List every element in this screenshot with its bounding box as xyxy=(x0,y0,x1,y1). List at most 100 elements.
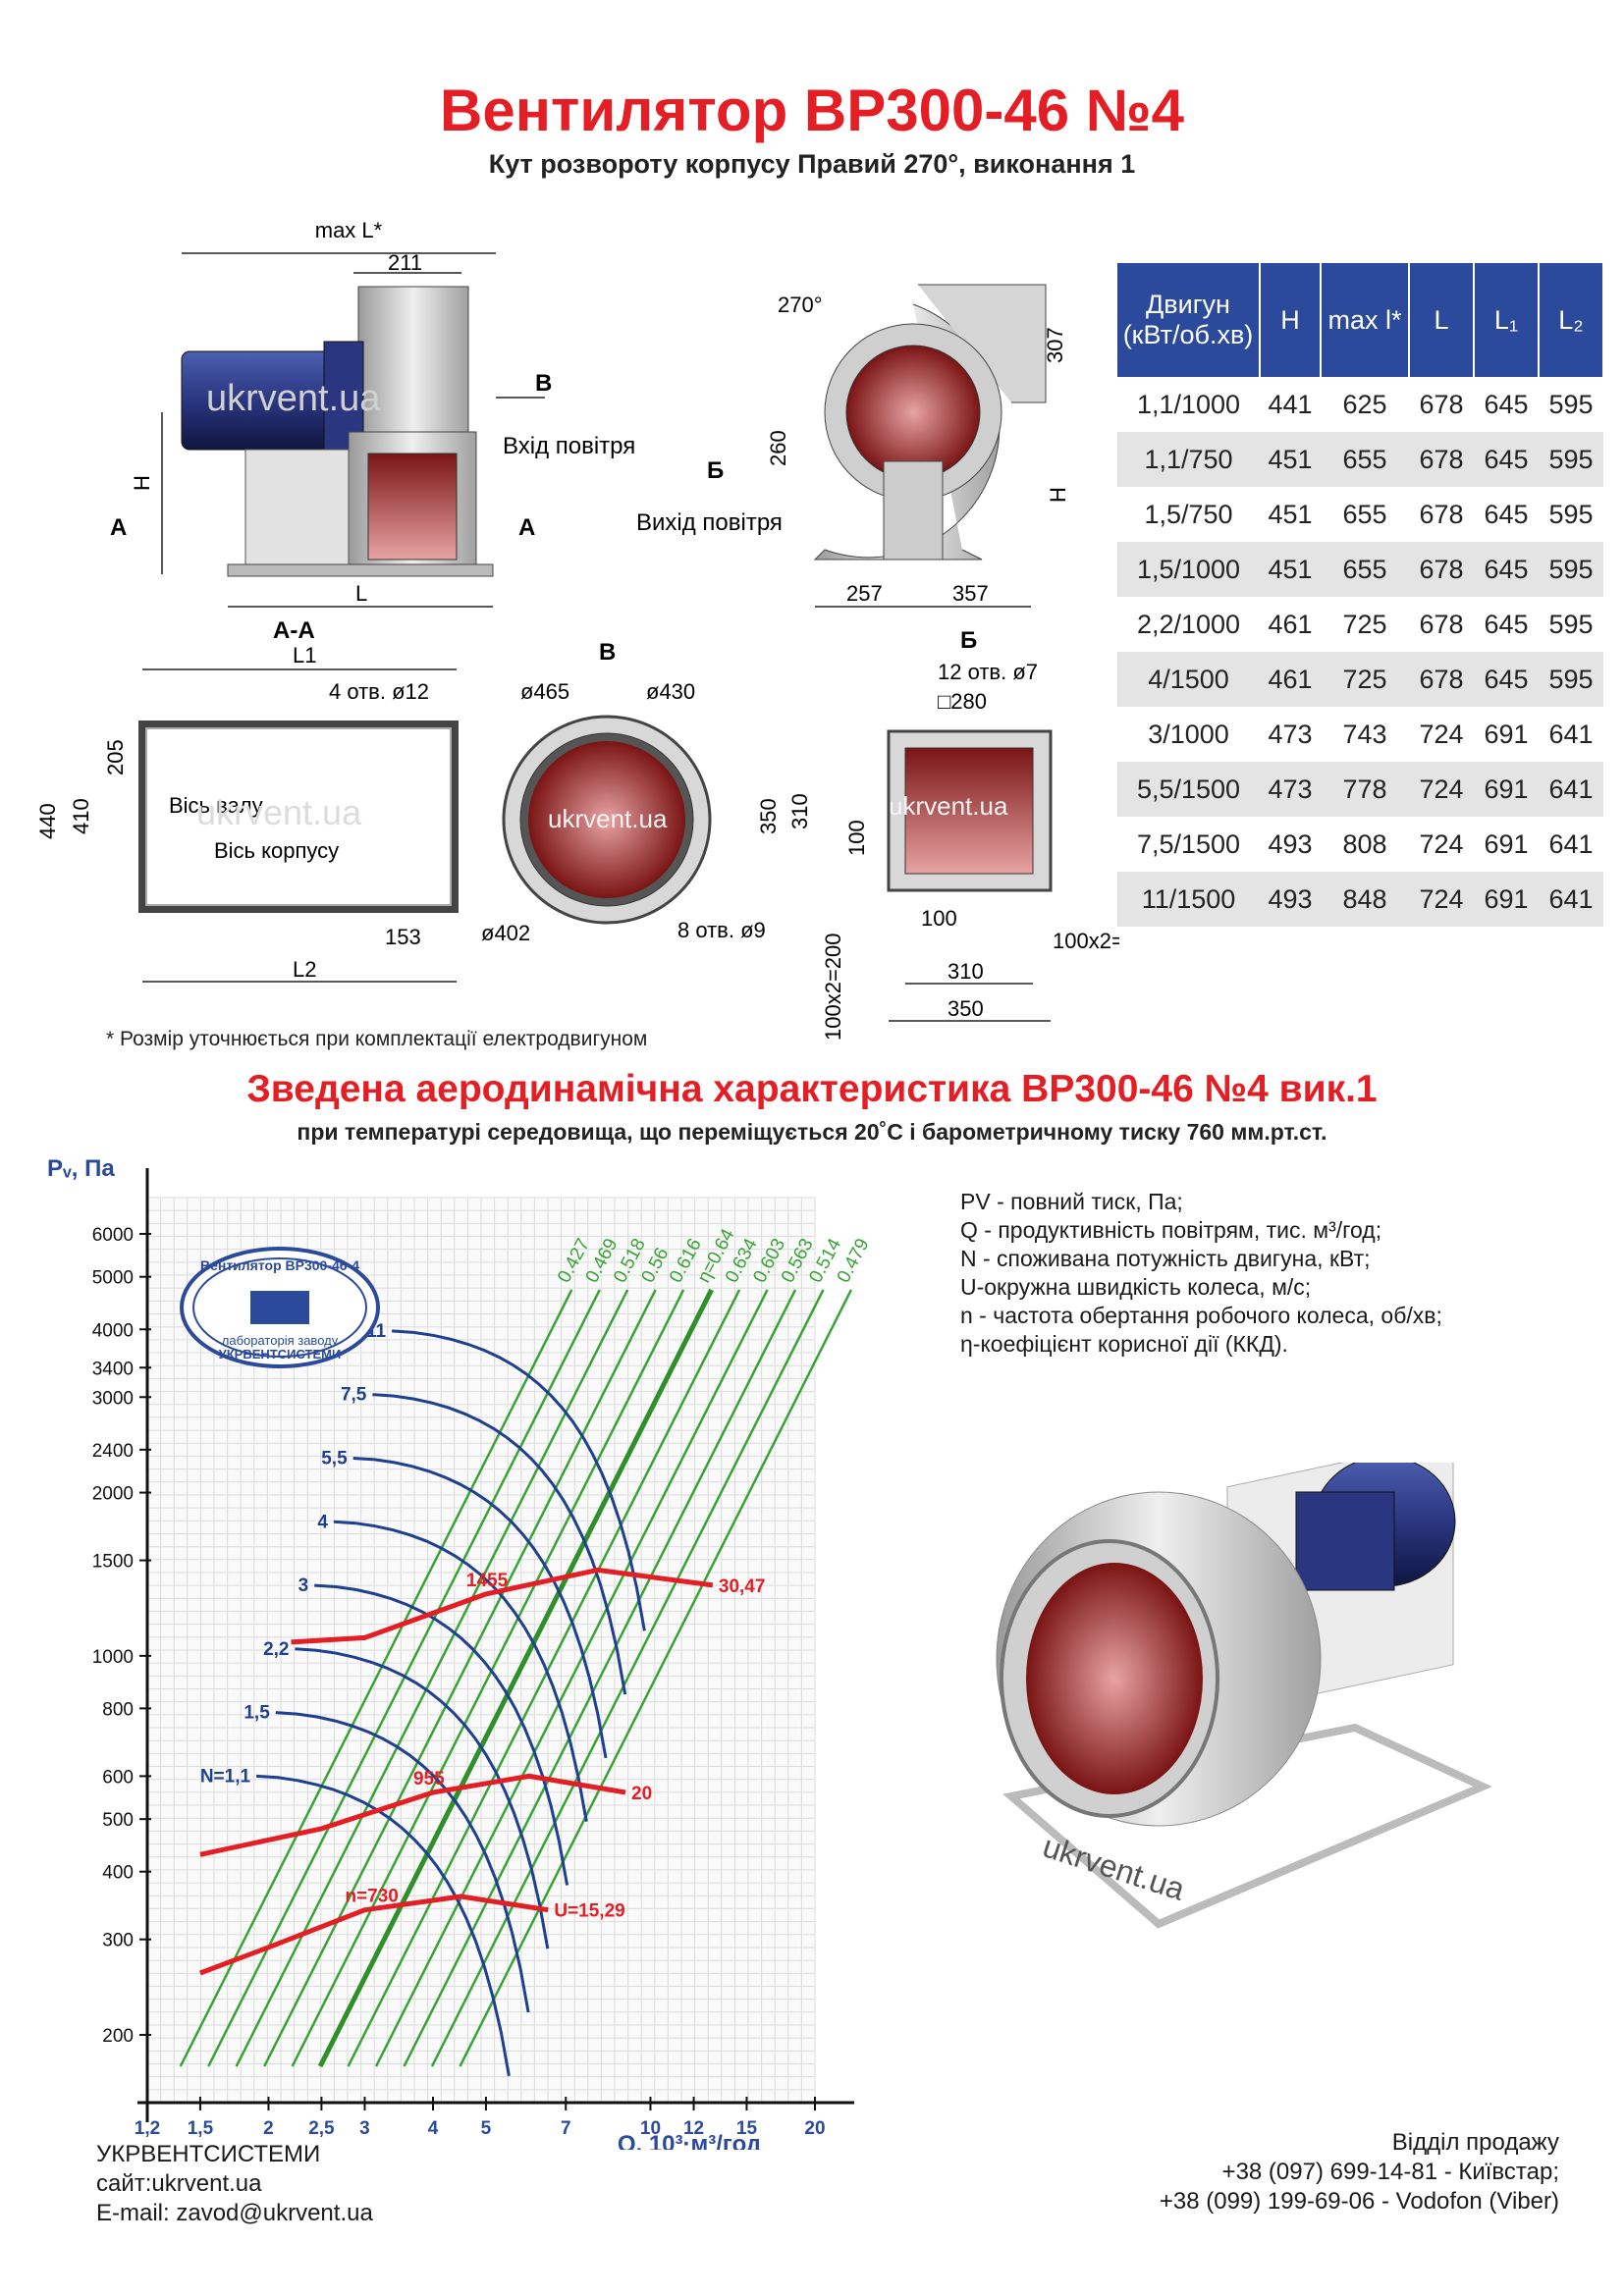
dim-350b: 350 xyxy=(947,996,984,1021)
table-cell: 595 xyxy=(1548,499,1594,529)
x-tick-label: 1,2 xyxy=(135,2118,160,2139)
speed-label: n=730 xyxy=(345,1887,398,1907)
y-tick-label: 600 xyxy=(102,1767,134,1788)
table-cell: 1,1/1000 xyxy=(1136,389,1241,419)
y-axis-label: Pᵥ, Па xyxy=(47,1155,115,1182)
dim-h: H xyxy=(130,475,154,491)
table-cell: 11/1500 xyxy=(1117,872,1260,927)
table-cell: 641 xyxy=(1539,872,1603,927)
table-cell: 461 xyxy=(1268,609,1313,639)
table-cell: 1,5/1000 xyxy=(1117,542,1260,597)
y-tick-label: 500 xyxy=(102,1810,134,1831)
table-row: 4/1500 461 725 678 645 595 xyxy=(1117,652,1603,707)
watermark: ukrvent.ua xyxy=(196,792,362,832)
front-view: 270° 307 260 Б Вихід повітря H 257 357 xyxy=(636,284,1070,608)
x-tick-label: 20 xyxy=(804,2118,825,2139)
dim-153: 153 xyxy=(385,925,421,949)
table-cell: 595 xyxy=(1539,432,1603,487)
power-curve xyxy=(295,1647,550,1949)
label-a-right: А xyxy=(518,514,535,541)
power-curve xyxy=(333,1520,588,1822)
company-email[interactable]: E-mail: zavod@ukrvent.ua xyxy=(96,2200,373,2226)
stamp-brand: УКРВЕНТСИСТЕМИ xyxy=(219,1347,342,1362)
page-subtitle: Кут розвороту корпусу Правий 270°, викон… xyxy=(488,149,1136,179)
table-row: 1,1/750 451 655 678 645 595 xyxy=(1117,432,1603,487)
y-tick-label: 800 xyxy=(102,1699,134,1720)
y-tick-label: 200 xyxy=(102,2026,134,2047)
company-site[interactable]: сайт:ukrvent.ua xyxy=(96,2170,262,2197)
label-shaft-axis: Вісь валу xyxy=(169,793,263,818)
x-tick-label: 3 xyxy=(359,2118,370,2139)
table-cell: 493 xyxy=(1260,872,1321,927)
x-tick-label: 7 xyxy=(561,2118,571,2139)
dim-max-l: max L* xyxy=(315,218,383,242)
technical-drawings: max L* 211 ukrvent.ua В Вхід повітря H А… xyxy=(35,218,1119,1041)
table-cell: 641 xyxy=(1548,719,1594,749)
speed-curve xyxy=(291,1567,714,1645)
aero-chart: 0.4270.4690.5180.560.616η=0.640.6340.603… xyxy=(47,1155,874,2150)
table-cell: 645 xyxy=(1474,542,1539,597)
power-label: 4 xyxy=(317,1512,328,1532)
label-a-left: А xyxy=(110,514,127,541)
dim-430: ø430 xyxy=(646,679,695,704)
table-cell: 655 xyxy=(1321,542,1409,597)
efficiency-lines: 0.4270.4690.5180.560.616η=0.640.6340.603… xyxy=(179,1225,874,2068)
speed-label: 1455 xyxy=(466,1571,509,1591)
sales-phone-2[interactable]: +38 (099) 199-69-06 - Vodofon (Viber) xyxy=(1159,2188,1559,2215)
y-tick-label: 5000 xyxy=(92,1268,134,1289)
dim-100x2: 100х2=200 xyxy=(1053,929,1119,953)
label-outlet: Вихід повітря xyxy=(636,509,783,536)
view-b: В ø465 ø430 ø402 8 отв. ø9 ukrvent.ua xyxy=(481,639,766,945)
table-cell: 848 xyxy=(1321,872,1409,927)
dim-465: ø465 xyxy=(520,679,569,704)
dim-410: 410 xyxy=(69,798,93,834)
table-cell: 1,5/750 xyxy=(1144,499,1233,529)
label-view-b2: Б xyxy=(960,627,977,654)
table-cell: 595 xyxy=(1539,542,1603,597)
efficiency-line xyxy=(207,1289,601,2067)
power-curve xyxy=(256,1774,511,2077)
legend: PV - повний тиск, Па; Q - продуктивність… xyxy=(960,1188,1442,1359)
table-cell: 724 xyxy=(1409,872,1474,927)
label-b: В xyxy=(535,370,552,397)
legend-item: η-коефіцієнт корисної дії (ККД). xyxy=(960,1331,1288,1357)
table-row: 7,5/1500 493 808 724 691 641 xyxy=(1117,817,1603,872)
fan-render: ukrvent.ua xyxy=(996,1463,1492,1929)
power-curve xyxy=(275,1711,530,2013)
table-cell: 493 xyxy=(1268,828,1313,859)
speed-end-label: 20 xyxy=(631,1784,652,1804)
power-curve xyxy=(352,1457,608,1759)
page-title: Вентилятор ВР300-46 №4 xyxy=(440,78,1184,143)
power-label: 5,5 xyxy=(321,1448,348,1468)
y-tick-label: 4000 xyxy=(92,1320,134,1341)
table-cell: 1,1/750 xyxy=(1117,432,1260,487)
table-cell: 678 xyxy=(1409,542,1474,597)
table-body: 1,1/1000 441 625 678 645 595 1,1/750 451 655 678 6… xyxy=(1117,377,1603,927)
dim-100b: 100 xyxy=(921,906,957,931)
col-l: L xyxy=(1409,263,1475,377)
watermark: ukrvent.ua xyxy=(1039,1828,1189,1906)
y-tick-label: 2400 xyxy=(92,1441,134,1462)
section-title: Зведена аеродинамічна характеристика ВР3… xyxy=(246,1068,1378,1110)
view-b2: Б 12 отв. ø7 □280 ukrvent.ua 350 310 100… xyxy=(756,627,1119,1041)
dim-402: ø402 xyxy=(481,921,530,945)
table-cell: 645 xyxy=(1474,652,1539,707)
table-cell: 808 xyxy=(1342,828,1387,859)
lab-stamp: Вентилятор ВР300-46-4 лабораторія заводу… xyxy=(180,1247,380,1368)
dim-310: 310 xyxy=(787,793,812,829)
table-cell: 778 xyxy=(1321,762,1409,817)
table-cell: 473 xyxy=(1268,719,1313,749)
efficiency-line xyxy=(263,1289,657,2067)
table-cell: 595 xyxy=(1548,609,1594,639)
sales-phone-1[interactable]: +38 (097) 699-14-81 - Київстар; xyxy=(1221,2159,1559,2185)
table-cell: 595 xyxy=(1548,389,1594,419)
y-tick-label: 1000 xyxy=(92,1647,134,1668)
sales-info: Відділ продажу +38 (097) 699-14-81 - Киї… xyxy=(982,2128,1559,2216)
legend-item: n - частота обертання робочого колеса, о… xyxy=(960,1303,1442,1328)
dim-211: 211 xyxy=(388,250,422,275)
power-label: 1,5 xyxy=(244,1703,270,1724)
table-cell: 678 xyxy=(1409,432,1474,487)
efficiency-line xyxy=(347,1289,741,2067)
power-label: 2,2 xyxy=(263,1639,289,1660)
table-cell: 3/1000 xyxy=(1148,719,1229,749)
